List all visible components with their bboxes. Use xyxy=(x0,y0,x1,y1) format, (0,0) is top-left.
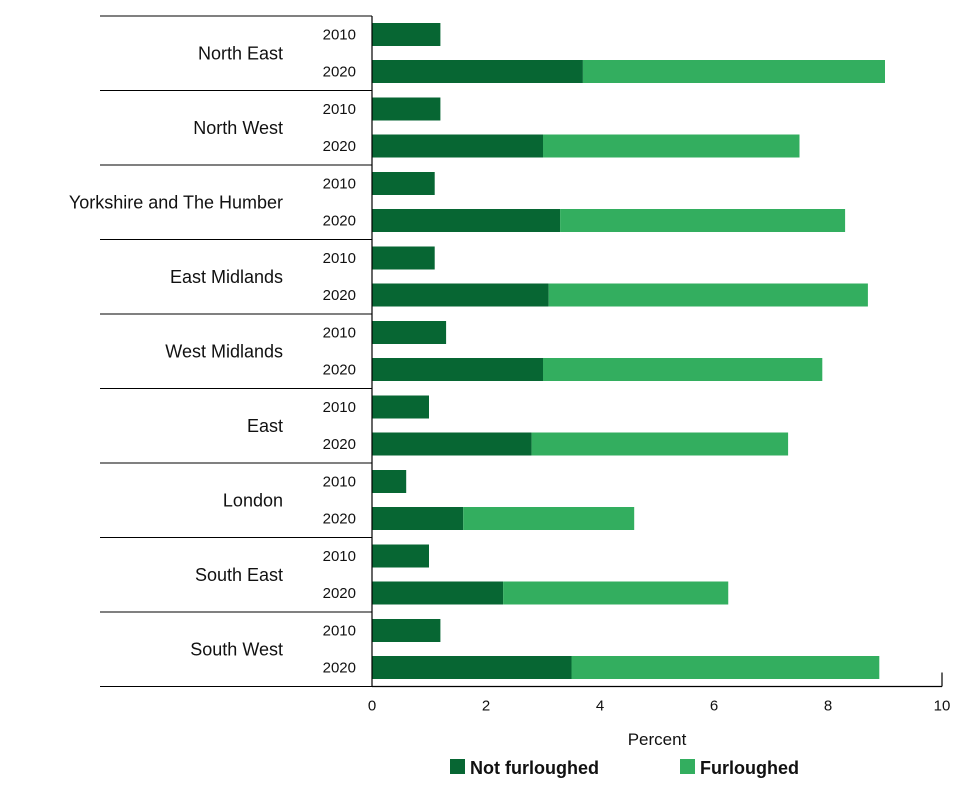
year-label: 2010 xyxy=(323,474,356,491)
bar-segment-not-furloughed xyxy=(372,544,429,568)
bar-segment-not-furloughed xyxy=(372,432,532,456)
bar-segment-not-furloughed xyxy=(372,321,447,344)
region-label: London xyxy=(223,490,283,510)
legend-label-not-furloughed: Not furloughed xyxy=(470,758,599,778)
year-label: 2010 xyxy=(323,623,356,640)
x-tick-label: 0 xyxy=(368,698,376,715)
legend: Not furloughed Furloughed xyxy=(450,758,799,778)
bar-segment-not-furloughed xyxy=(372,395,429,419)
region-label: South West xyxy=(190,639,283,659)
x-tick-label: 2 xyxy=(482,698,490,715)
year-label: 2020 xyxy=(323,362,356,379)
bar-segment-not-furloughed xyxy=(372,581,504,605)
legend-swatch-furloughed xyxy=(680,759,695,774)
bar-segment-furloughed xyxy=(560,209,846,232)
year-label: 2010 xyxy=(323,399,356,416)
bar-segment-not-furloughed xyxy=(372,246,435,270)
bar-segment-not-furloughed xyxy=(372,507,464,530)
year-label: 2020 xyxy=(323,511,356,528)
bar-segment-furloughed xyxy=(531,432,789,456)
x-tick-label: 8 xyxy=(824,698,832,715)
bar-segment-not-furloughed xyxy=(372,470,407,493)
bar-segment-not-furloughed xyxy=(372,134,543,158)
bar-segment-furloughed xyxy=(463,507,635,530)
region-label: East Midlands xyxy=(170,267,283,287)
bar-segment-not-furloughed xyxy=(372,97,441,121)
bar-segment-not-furloughed xyxy=(372,283,549,307)
x-tick-label: 6 xyxy=(710,698,718,715)
legend-label-furloughed: Furloughed xyxy=(700,758,799,778)
year-label: 2020 xyxy=(323,138,356,155)
year-label: 2010 xyxy=(323,325,356,342)
bars-layer xyxy=(372,23,885,679)
region-label: Yorkshire and The Humber xyxy=(69,192,283,212)
year-label: 2010 xyxy=(323,176,356,193)
bar-segment-furloughed xyxy=(548,283,868,307)
bar-segment-not-furloughed xyxy=(372,23,441,46)
bar-segment-furloughed xyxy=(543,134,800,158)
region-label: East xyxy=(247,416,283,436)
bar-segment-furloughed xyxy=(582,60,885,83)
bar-segment-not-furloughed xyxy=(372,209,561,232)
bar-segment-not-furloughed xyxy=(372,60,583,83)
bar-segment-not-furloughed xyxy=(372,358,543,381)
year-label: 2020 xyxy=(323,436,356,453)
legend-swatch-not-furloughed xyxy=(450,759,465,774)
year-label: 2020 xyxy=(323,213,356,230)
x-tick-label: 4 xyxy=(596,698,604,715)
region-label: West Midlands xyxy=(165,341,283,361)
bar-segment-furloughed xyxy=(543,358,823,381)
x-axis: 0 2 4 6 8 10 xyxy=(368,16,951,715)
x-tick-label: 10 xyxy=(934,698,951,715)
year-label: 2010 xyxy=(323,548,356,565)
year-label: 2020 xyxy=(323,660,356,677)
bar-segment-not-furloughed xyxy=(372,172,435,195)
x-axis-title: Percent xyxy=(628,730,687,749)
category-labels: North East 2010 2020 North West 2010 2020 York… xyxy=(69,27,356,677)
bar-segment-not-furloughed xyxy=(372,656,572,679)
year-label: 2020 xyxy=(323,287,356,304)
region-label: North West xyxy=(193,118,283,138)
year-label: 2020 xyxy=(323,585,356,602)
year-label: 2010 xyxy=(323,101,356,118)
region-label: South East xyxy=(195,565,283,585)
group-separators xyxy=(100,15,372,687)
bar-segment-not-furloughed xyxy=(372,619,441,642)
year-label: 2010 xyxy=(323,27,356,44)
region-label: North East xyxy=(198,43,283,63)
year-label: 2020 xyxy=(323,64,356,81)
bar-segment-furloughed xyxy=(571,656,880,679)
year-label: 2010 xyxy=(323,250,356,267)
bar-segment-furloughed xyxy=(503,581,729,605)
